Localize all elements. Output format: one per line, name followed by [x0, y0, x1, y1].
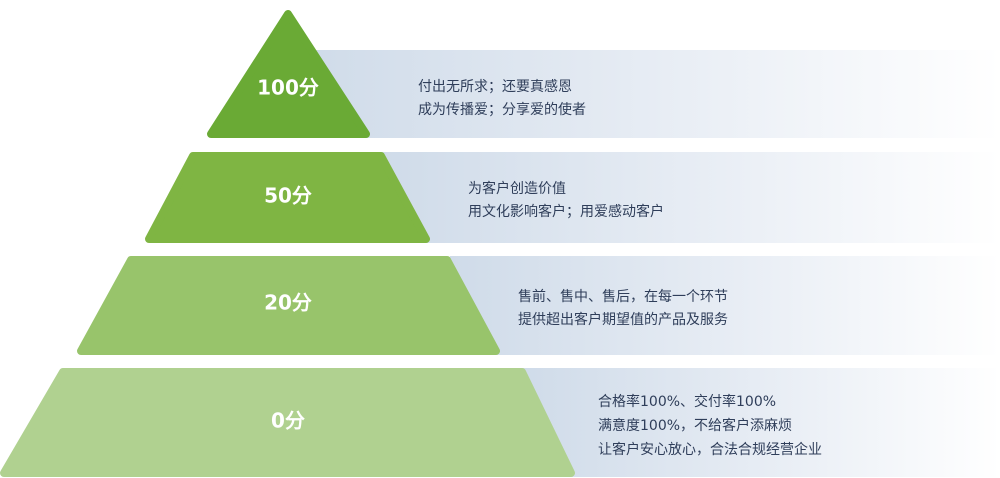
band: [520, 368, 1000, 477]
level-label: 100分: [257, 76, 319, 100]
level-label: 50分: [264, 184, 312, 208]
band: [300, 50, 1000, 138]
level-text: 付出无所求；还要真感恩: [418, 78, 572, 95]
pyramid-level: [145, 152, 430, 243]
level-text: 售前、售中、售后，在每一个环节: [518, 288, 728, 305]
level-text: 提供超出客户期望值的产品及服务: [518, 311, 728, 328]
level-text: 让客户安心放心，合法合规经营企业: [598, 441, 822, 458]
pyramid-level: [77, 256, 500, 355]
pyramid-level: [207, 10, 370, 138]
level-text: 满意度100%，不给客户添麻烦: [598, 417, 792, 434]
level-text: 为客户创造价值: [468, 180, 566, 197]
level-text: 用文化影响客户；用爱感动客户: [468, 203, 664, 220]
level-label: 0分: [271, 409, 305, 433]
level-text: 合格率100%、交付率100%: [598, 393, 776, 410]
level-text: 成为传播爱；分享爱的使者: [418, 101, 586, 118]
level-label: 20分: [264, 291, 312, 315]
band: [450, 256, 1000, 355]
band: [380, 152, 1000, 243]
pyramid-level: [0, 368, 575, 477]
